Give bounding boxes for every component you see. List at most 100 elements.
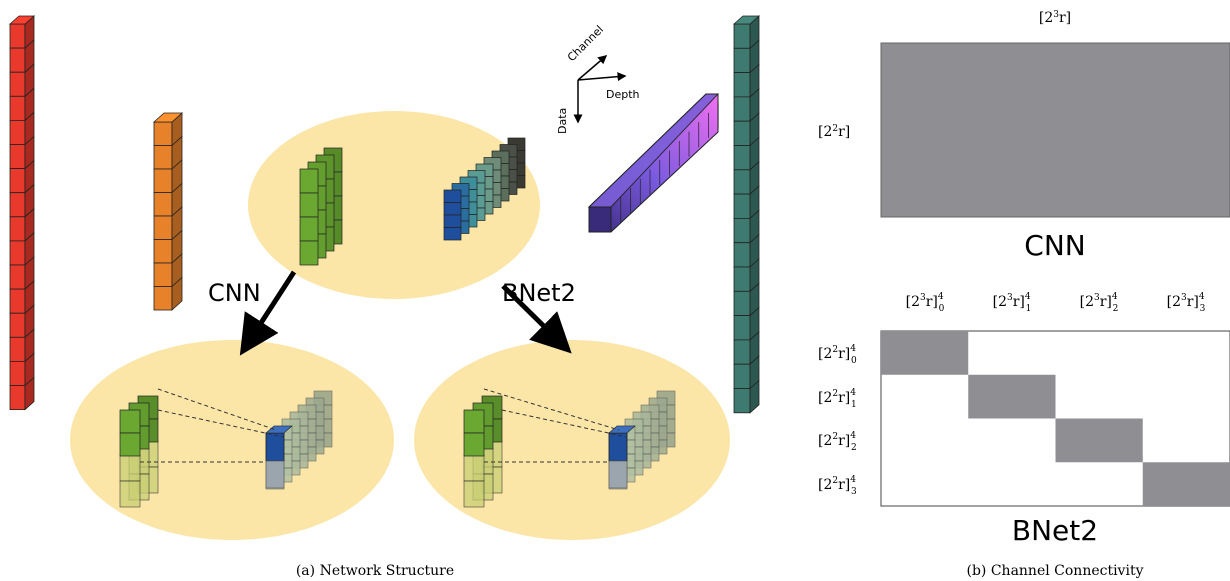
bnet2-row-label-3: [22r]4 3 <box>818 475 857 497</box>
teal-cell <box>733 217 751 244</box>
connection-dash <box>501 409 628 438</box>
connection-dash <box>157 409 285 438</box>
bnet2-block-1 <box>968 374 1056 419</box>
bnet2-row-label-2: [22r]4 2 <box>818 431 857 453</box>
axes-indicator: Channel Depth Data <box>556 23 640 134</box>
red-cell <box>9 264 26 290</box>
teal-cell <box>733 339 751 365</box>
green-cube <box>119 409 141 434</box>
teal-feature-column <box>732 15 761 414</box>
bnet2-col-label-2: [23r]4 2 <box>1080 292 1119 314</box>
red-cell <box>9 216 26 242</box>
red-cell <box>9 312 26 338</box>
faded-green-cube <box>463 454 485 482</box>
teal-cell <box>733 266 751 292</box>
bnet2-arrow <box>501 284 572 354</box>
teal-cell <box>733 47 751 73</box>
orange-cell <box>153 121 173 146</box>
red-feature-column <box>8 15 36 411</box>
bottom-right-conv-illustration <box>463 388 676 508</box>
teal-cell <box>733 388 751 414</box>
red-top <box>8 15 36 25</box>
bottom-left-conv-illustration <box>119 388 333 508</box>
orange-side <box>171 276 183 311</box>
cnn-col-label: [23r] <box>1039 10 1071 26</box>
orange-cell <box>153 145 173 170</box>
top-green-cube <box>299 216 319 242</box>
faded-green-cube <box>119 480 141 508</box>
panel-a: Channel Depth Data CNN BNet2 (a) Network… <box>8 15 761 579</box>
bnet2-col-label-1: [23r]4 1 <box>993 292 1032 314</box>
red-cell <box>9 240 26 266</box>
cnn-row-label: [22r] <box>818 124 850 140</box>
blue-output-cube <box>265 432 285 462</box>
top-green-cube <box>299 168 319 194</box>
caption-b: (b) Channel Connectivity <box>967 563 1144 579</box>
channel-axis-label: Channel <box>565 23 606 64</box>
top-blue-cube <box>443 214 462 228</box>
blue-output-cube <box>608 432 628 462</box>
red-side <box>24 376 35 411</box>
top-blue-cube <box>443 227 462 241</box>
cnn-connectivity-block <box>880 42 1230 218</box>
orange-cell <box>153 286 173 311</box>
cnn-arrow-label: CNN <box>208 279 261 307</box>
orange-feature-column <box>152 112 184 311</box>
gray-output-cube <box>608 460 628 489</box>
bnet2-block-2 <box>1055 418 1143 463</box>
bnet2-diagonal-blocks <box>881 331 1230 506</box>
teal-cell <box>733 315 751 341</box>
bnet2-block-0 <box>881 331 969 375</box>
faded-green-cube <box>119 454 141 482</box>
teal-cell <box>733 242 751 268</box>
top-green-block <box>299 147 343 266</box>
teal-side <box>749 379 760 414</box>
teal-cell <box>733 290 751 316</box>
red-cell <box>9 360 26 386</box>
bnet2-col-label-0: [23r]4 0 <box>906 292 945 314</box>
top-blue-block <box>443 137 526 241</box>
orange-cell <box>153 215 173 240</box>
red-cell <box>9 47 26 73</box>
bnet2-col-label-3: [23r]4 3 <box>1167 292 1206 314</box>
teal-top <box>732 15 761 25</box>
purple-diagonal-bar <box>587 93 720 233</box>
bnet2-block-3 <box>1142 462 1230 506</box>
top-blue-cube <box>443 189 462 203</box>
red-cell <box>9 71 26 97</box>
depth-axis-label: Depth <box>606 88 640 101</box>
red-cell <box>9 120 26 145</box>
teal-cell <box>733 23 751 49</box>
faded-green-cube <box>463 480 485 508</box>
teal-cell <box>733 120 751 146</box>
orange-top <box>152 112 184 123</box>
teal-cell <box>733 96 751 122</box>
caption-a: (a) Network Structure <box>296 563 454 579</box>
bottom-left-ellipse <box>70 340 394 540</box>
red-cell <box>9 288 26 314</box>
bnet2-title: BNet2 <box>1012 514 1098 547</box>
top-green-cube <box>299 192 319 218</box>
orange-cell <box>153 239 173 264</box>
bnet2-arrow-label: BNet2 <box>502 279 576 307</box>
top-green-cube <box>299 240 319 266</box>
red-cell <box>9 23 26 49</box>
red-cell <box>9 168 26 194</box>
teal-cell <box>733 72 751 98</box>
teal-cell <box>733 169 751 195</box>
bnet2-row-label-0: [22r]4 0 <box>818 344 857 366</box>
data-axis-label: Data <box>556 108 569 134</box>
red-cell <box>9 336 26 362</box>
bnet2-row-label-1: [22r]4 1 <box>818 388 857 410</box>
cnn-arrow <box>239 270 297 356</box>
teal-cell <box>733 363 751 389</box>
top-blue-cube <box>443 202 462 216</box>
red-cell <box>9 95 26 121</box>
teal-cell <box>733 193 751 219</box>
red-cell <box>9 144 26 170</box>
cnn-title: CNN <box>1024 229 1085 262</box>
bnet2-labels: [23r]4 0 [23r]4 1 [23r]4 2 [23r]4 3 [22r]4 0 [22r]… <box>818 292 1206 497</box>
green-cube <box>119 432 141 457</box>
green-cube <box>463 432 485 457</box>
